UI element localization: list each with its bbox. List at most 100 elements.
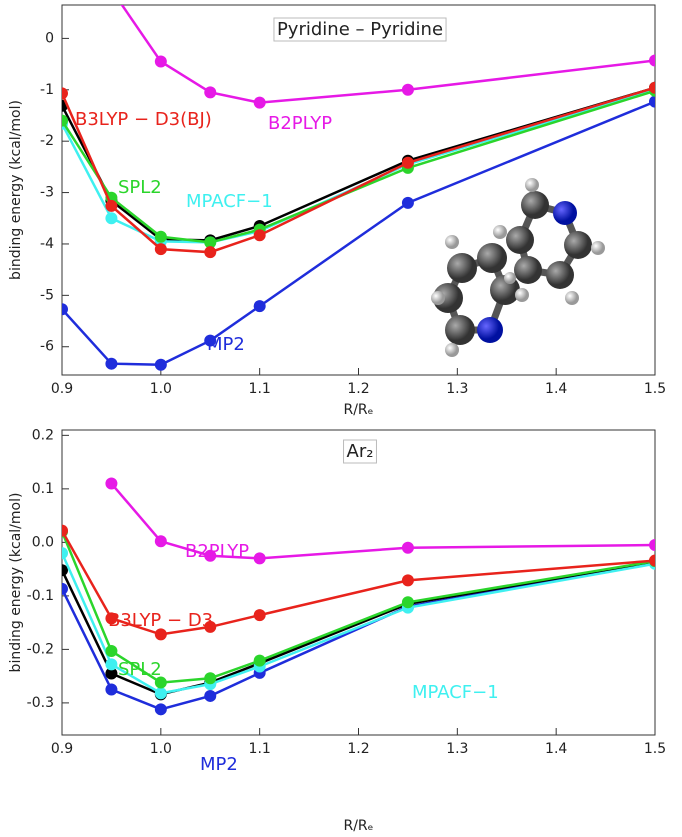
data-point	[62, 303, 68, 316]
x-axis-label: R/Rₑ	[343, 402, 373, 418]
data-point	[204, 549, 217, 562]
series-label: MPACF−1	[412, 682, 499, 703]
x-tick-label: 1.1	[249, 381, 271, 397]
chart-title: Pyridine – Pyridine	[277, 19, 443, 40]
title-box	[343, 439, 377, 464]
series-label: MP2	[200, 754, 238, 775]
data-point	[204, 246, 217, 259]
series-label: MP2	[207, 334, 245, 355]
y-tick-label: -5	[40, 287, 54, 303]
data-point	[154, 230, 167, 243]
data-point	[253, 96, 266, 109]
data-point	[105, 199, 118, 212]
y-tick-label: -6	[40, 339, 54, 355]
data-point	[401, 156, 414, 169]
data-point	[105, 658, 118, 671]
data-point	[154, 55, 167, 68]
data-point	[105, 667, 118, 680]
data-point	[204, 620, 217, 633]
data-point	[253, 300, 266, 313]
x-tick-label: 1.4	[545, 381, 567, 397]
data-point	[154, 535, 167, 548]
data-point	[62, 564, 68, 577]
data-point	[649, 554, 655, 567]
y-tick-label: -0.1	[27, 588, 54, 604]
x-tick-label: 1.5	[644, 741, 666, 757]
data-point	[62, 524, 68, 537]
y-tick-label: -4	[40, 236, 54, 252]
series-label: SPL2	[118, 659, 162, 680]
series-label: MPACF−1	[186, 191, 273, 212]
data-point	[62, 582, 68, 595]
data-point	[154, 676, 167, 689]
data-point	[105, 212, 118, 225]
series-label: B2PLYP	[185, 541, 249, 562]
data-point	[649, 81, 655, 94]
data-point	[154, 358, 167, 371]
data-point	[253, 229, 266, 242]
data-point	[401, 541, 414, 554]
data-point	[649, 539, 655, 552]
data-point	[204, 236, 217, 249]
x-axis-label: R/Rₑ	[343, 818, 373, 834]
x-tick-label: 1.3	[446, 381, 468, 397]
y-tick-label: 0.1	[32, 481, 54, 497]
series-label: SPL2	[118, 177, 162, 198]
data-point	[154, 703, 167, 716]
data-point	[105, 357, 118, 370]
y-tick-label: -3	[40, 185, 54, 201]
y-tick-label: -0.3	[27, 695, 54, 711]
title-box	[273, 17, 447, 42]
data-point	[154, 628, 167, 641]
x-tick-label: 1.0	[150, 741, 172, 757]
data-point	[154, 687, 167, 700]
data-point	[105, 683, 118, 696]
series-label: B2PLYP	[268, 113, 332, 134]
y-axis-label: binding energy (kcal/mol)	[8, 493, 24, 673]
series-group	[62, 477, 655, 716]
y-tick-label: 0.0	[32, 534, 54, 550]
data-point	[62, 114, 68, 127]
x-tick-label: 1.4	[545, 741, 567, 757]
data-point	[62, 87, 68, 100]
data-point	[105, 612, 118, 625]
x-tick-label: 1.5	[644, 381, 666, 397]
data-point	[401, 196, 414, 209]
series-label: B3LYP − D3	[108, 610, 213, 631]
series-line	[110, 482, 655, 560]
data-point	[105, 644, 118, 657]
data-point	[253, 609, 266, 622]
series-group	[62, 5, 655, 371]
y-tick-label: -0.2	[27, 641, 54, 657]
y-tick-label: -2	[40, 133, 54, 149]
y-axis-label: binding energy (kcal/mol)	[8, 100, 24, 280]
data-point	[105, 477, 118, 490]
data-point	[204, 689, 217, 702]
chart-title: Ar₂	[347, 441, 374, 462]
y-tick-label: -1	[40, 82, 54, 98]
data-point	[154, 243, 167, 256]
x-tick-label: 1.1	[249, 741, 271, 757]
data-point	[62, 547, 68, 560]
data-point	[253, 654, 266, 667]
data-point	[204, 334, 217, 347]
y-tick-label: 0	[45, 30, 54, 46]
series-label: B3LYP − D3(BJ)	[75, 109, 212, 130]
molecule-image	[431, 178, 605, 357]
x-tick-label: 1.2	[347, 381, 369, 397]
x-tick-label: 1.3	[446, 741, 468, 757]
data-point	[401, 83, 414, 96]
x-tick-label: 1.0	[150, 381, 172, 397]
x-tick-label: 1.2	[347, 741, 369, 757]
data-point	[204, 86, 217, 99]
data-point	[401, 596, 414, 609]
series-line	[120, 5, 655, 104]
data-point	[253, 552, 266, 565]
x-tick-label: 0.9	[51, 741, 73, 757]
data-point	[649, 54, 655, 67]
data-point	[649, 95, 655, 108]
data-point	[204, 672, 217, 685]
data-point	[401, 574, 414, 587]
y-tick-label: 0.2	[32, 427, 54, 443]
